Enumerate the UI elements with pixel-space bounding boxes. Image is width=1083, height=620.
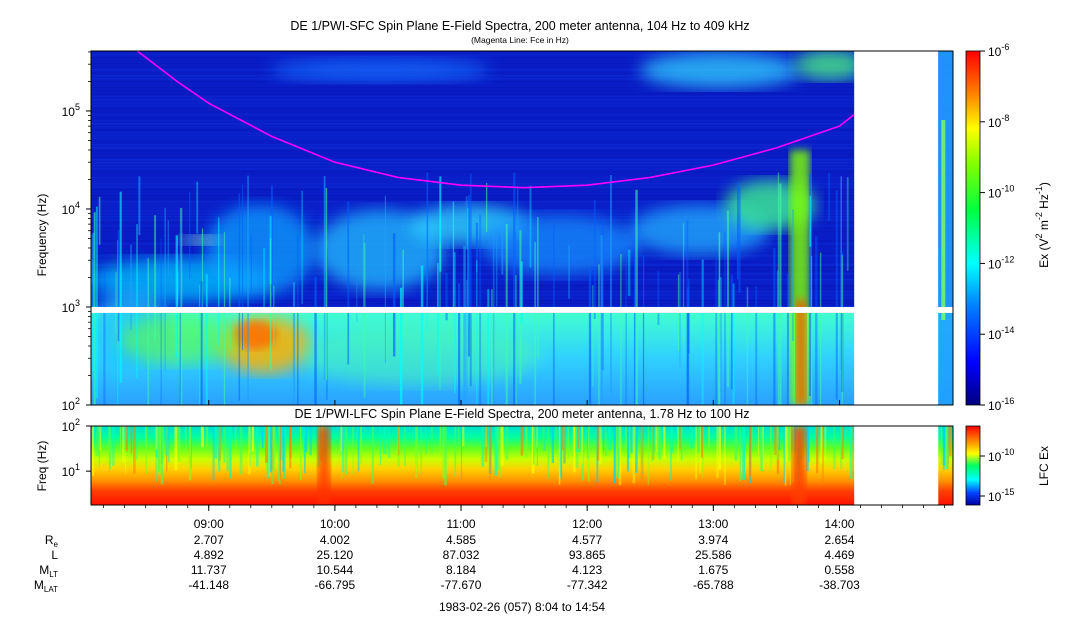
time-tick-label: 09:00 bbox=[194, 517, 224, 531]
ephemeris-value: 4.002 bbox=[320, 533, 350, 547]
lfc-title: DE 1/PWI-LFC Spin Plane E-Field Spectra,… bbox=[294, 407, 749, 421]
ephemeris-row-label: MLT bbox=[39, 563, 58, 579]
sfc-colorbar bbox=[965, 50, 981, 406]
ephemeris-value: -77.670 bbox=[441, 578, 482, 592]
ephemeris-value: 4.585 bbox=[446, 533, 476, 547]
sfc-colorbar-label: Ex (V2 m-2 Hz-1) bbox=[1034, 182, 1051, 268]
sfc-colorbar-tick-label: 10-8 bbox=[988, 113, 1009, 130]
time-tick-label: 10:00 bbox=[320, 517, 350, 531]
sfc-plot-frame bbox=[90, 50, 954, 406]
ephemeris-value: 4.469 bbox=[824, 548, 854, 562]
lfc-colorbar bbox=[965, 425, 981, 506]
lfc-plot-frame bbox=[90, 425, 954, 506]
ephemeris-value: 3.974 bbox=[698, 533, 728, 547]
ephemeris-value: 1.675 bbox=[698, 563, 728, 577]
sfc-subtitle: (Magenta Line: Fce in Hz) bbox=[471, 35, 569, 45]
ephemeris-row-label: L bbox=[51, 548, 58, 562]
sfc-colorbar-tick-label: 10-10 bbox=[988, 184, 1014, 201]
ephemeris-value: 11.737 bbox=[191, 563, 227, 577]
ephemeris-value: 93.865 bbox=[569, 548, 606, 562]
lfc-y-axis: 101 102 bbox=[62, 417, 91, 479]
ephemeris-value: 0.558 bbox=[824, 563, 854, 577]
sfc-colorbar-tick-label: 10-12 bbox=[988, 254, 1014, 271]
time-range-footer: 1983-02-26 (057) 8:04 to 14:54 bbox=[439, 600, 605, 614]
sfc-y-label: Frequency (Hz) bbox=[35, 194, 49, 277]
sfc-y-tick-label: 103 bbox=[62, 298, 80, 315]
lfc-y-label: Freq (Hz) bbox=[35, 441, 49, 492]
sfc-colorbar-tick-label: 10-6 bbox=[988, 42, 1009, 59]
ephemeris-value: 25.120 bbox=[317, 548, 354, 562]
fce-line bbox=[136, 51, 855, 189]
lfc-colorbar-label: LFC Ex bbox=[1037, 446, 1051, 486]
time-axis: 09:00 10:00 11:00 12:00 13:00 14:00 bbox=[103, 400, 945, 531]
ephemeris-row-label: Re bbox=[45, 533, 59, 549]
sfc-y-tick-label: 102 bbox=[62, 396, 80, 413]
lfc-y-tick-label: 101 bbox=[62, 462, 80, 479]
sfc-colorbar-tick-label: 10-16 bbox=[988, 396, 1014, 413]
sfc-colorbar-ticks: 10-6 10-8 10-10 10-12 10-14 10-16 bbox=[980, 42, 1014, 413]
sfc-spectrogram bbox=[91, 51, 953, 405]
sfc-y-tick-label: 104 bbox=[62, 200, 80, 217]
time-tick-label: 13:00 bbox=[698, 517, 728, 531]
sfc-title: DE 1/PWI-SFC Spin Plane E-Field Spectra,… bbox=[290, 19, 749, 33]
ephemeris-value: 4.123 bbox=[572, 563, 602, 577]
ephemeris-value: -38.703 bbox=[819, 578, 860, 592]
ephemeris-value: -66.795 bbox=[315, 578, 356, 592]
ephemeris-table: Re 2.707 4.002 4.585 4.577 3.974 2.654 L 4.892 25… bbox=[34, 533, 860, 594]
ephemeris-value: -41.148 bbox=[188, 578, 229, 592]
sfc-y-tick-label: 105 bbox=[62, 102, 80, 119]
lfc-y-tick-label: 102 bbox=[62, 417, 80, 434]
time-tick-label: 12:00 bbox=[572, 517, 602, 531]
lfc-colorbar-tick-label: 10-15 bbox=[988, 487, 1014, 504]
ephemeris-value: 8.184 bbox=[446, 563, 476, 577]
ephemeris-value: 2.707 bbox=[194, 533, 224, 547]
ephemeris-value: 25.586 bbox=[695, 548, 732, 562]
lfc-colorbar-ticks: 10-10 10-15 bbox=[980, 447, 1014, 504]
time-tick-label: 14:00 bbox=[824, 517, 854, 531]
sfc-colorbar-tick-label: 10-14 bbox=[988, 325, 1014, 342]
ephemeris-value: 10.544 bbox=[317, 563, 354, 577]
lfc-colorbar-tick-label: 10-10 bbox=[988, 447, 1014, 464]
lfc-spectrogram bbox=[91, 426, 953, 505]
sfc-y-axis: 102 103 104 105 bbox=[62, 51, 91, 413]
time-tick-label: 11:00 bbox=[446, 517, 475, 531]
ephemeris-value: 4.892 bbox=[194, 548, 224, 562]
ephemeris-value: 87.032 bbox=[443, 548, 480, 562]
ephemeris-value: 2.654 bbox=[824, 533, 854, 547]
ephemeris-value: 4.577 bbox=[572, 533, 602, 547]
ephemeris-row-label: MLAT bbox=[34, 578, 58, 594]
ephemeris-value: -77.342 bbox=[567, 578, 608, 592]
ephemeris-value: -65.788 bbox=[693, 578, 734, 592]
